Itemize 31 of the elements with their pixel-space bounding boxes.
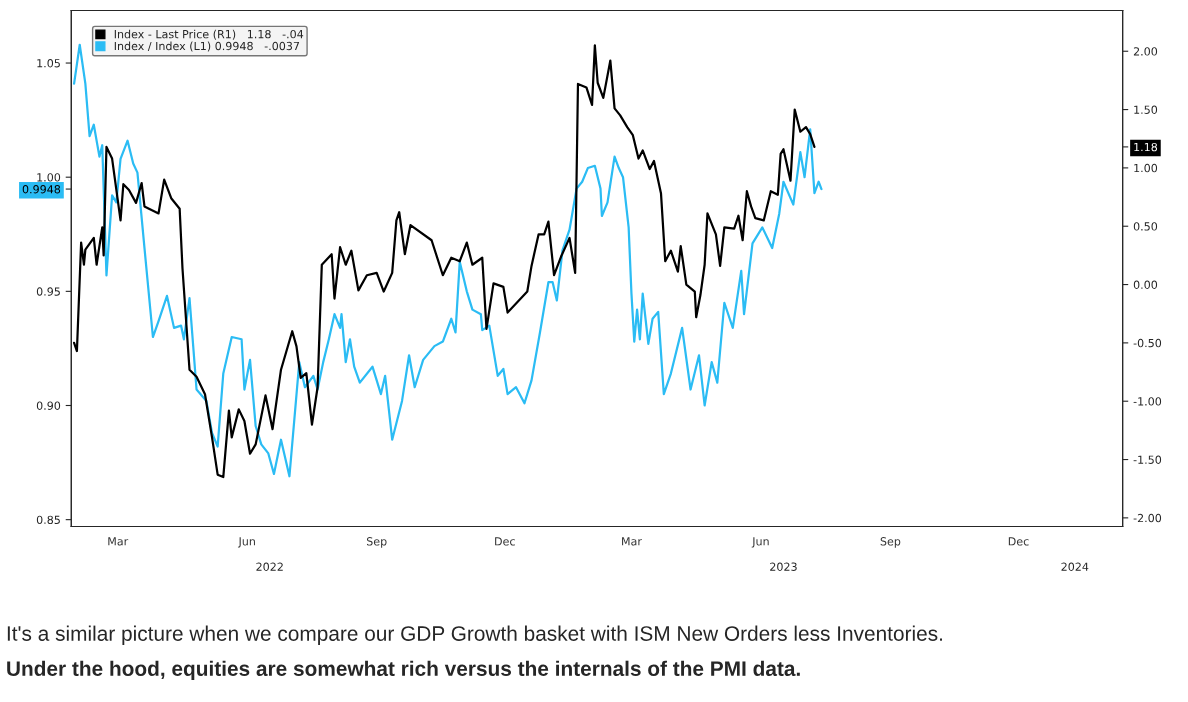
y2-tick-label: 1.00 <box>1134 163 1158 173</box>
text: It's a similar picture when we compare our GDP Growth basket with ISM New Orders less Inventories. <box>7 625 943 646</box>
y-tick-label: 0.9948 <box>22 185 61 194</box>
x2-tick-label: 2024 <box>1061 562 1089 571</box>
y2-tick-label: 2.00 <box>1133 47 1158 56</box>
y-tick-label: 1.05 <box>37 59 60 68</box>
x-tick-label: Mar <box>622 537 642 546</box>
legend-label: Index - Last Price (R1) 1.18 -.04 <box>114 29 304 40</box>
x-tick-label: Jun <box>237 537 255 548</box>
x-tick-label: Dec <box>1008 537 1029 546</box>
y-tick-label: 1.00 <box>37 173 61 182</box>
text: Under the hood, equities are somewhat rich versus the internals of the PMI data. <box>7 660 800 681</box>
y2-tick-label: -1.00 <box>1133 397 1162 406</box>
x-tick-label: Mar <box>108 537 129 546</box>
x-tick-label: Dec <box>495 537 515 546</box>
x-tick-label: Jun <box>751 537 769 548</box>
y-tick-label: 0.85 <box>36 515 60 525</box>
x2-tick-label: 2022 <box>256 562 283 571</box>
y2-tick-label: 1.18 <box>1134 142 1158 152</box>
y2-tick-label: -2.00 <box>1133 513 1162 523</box>
x-tick-label: Sep <box>880 537 901 548</box>
y2-tick-label: 0.00 <box>1133 280 1158 289</box>
y-tick-label: 0.90 <box>36 401 61 410</box>
y2-tick-label: -0.50 <box>1133 338 1162 348</box>
y2-tick-label: 0.50 <box>1133 222 1158 231</box>
y2-tick-label: 1.50 <box>1134 105 1158 114</box>
y-tick-label: 0.95 <box>36 287 60 296</box>
legend-label: Index / Index (L1) 0.9948 -.0037 <box>114 41 300 52</box>
x-tick-label: Sep <box>366 537 387 548</box>
x2-tick-label: 2023 <box>770 562 797 571</box>
y2-tick-label: -1.50 <box>1133 455 1162 464</box>
